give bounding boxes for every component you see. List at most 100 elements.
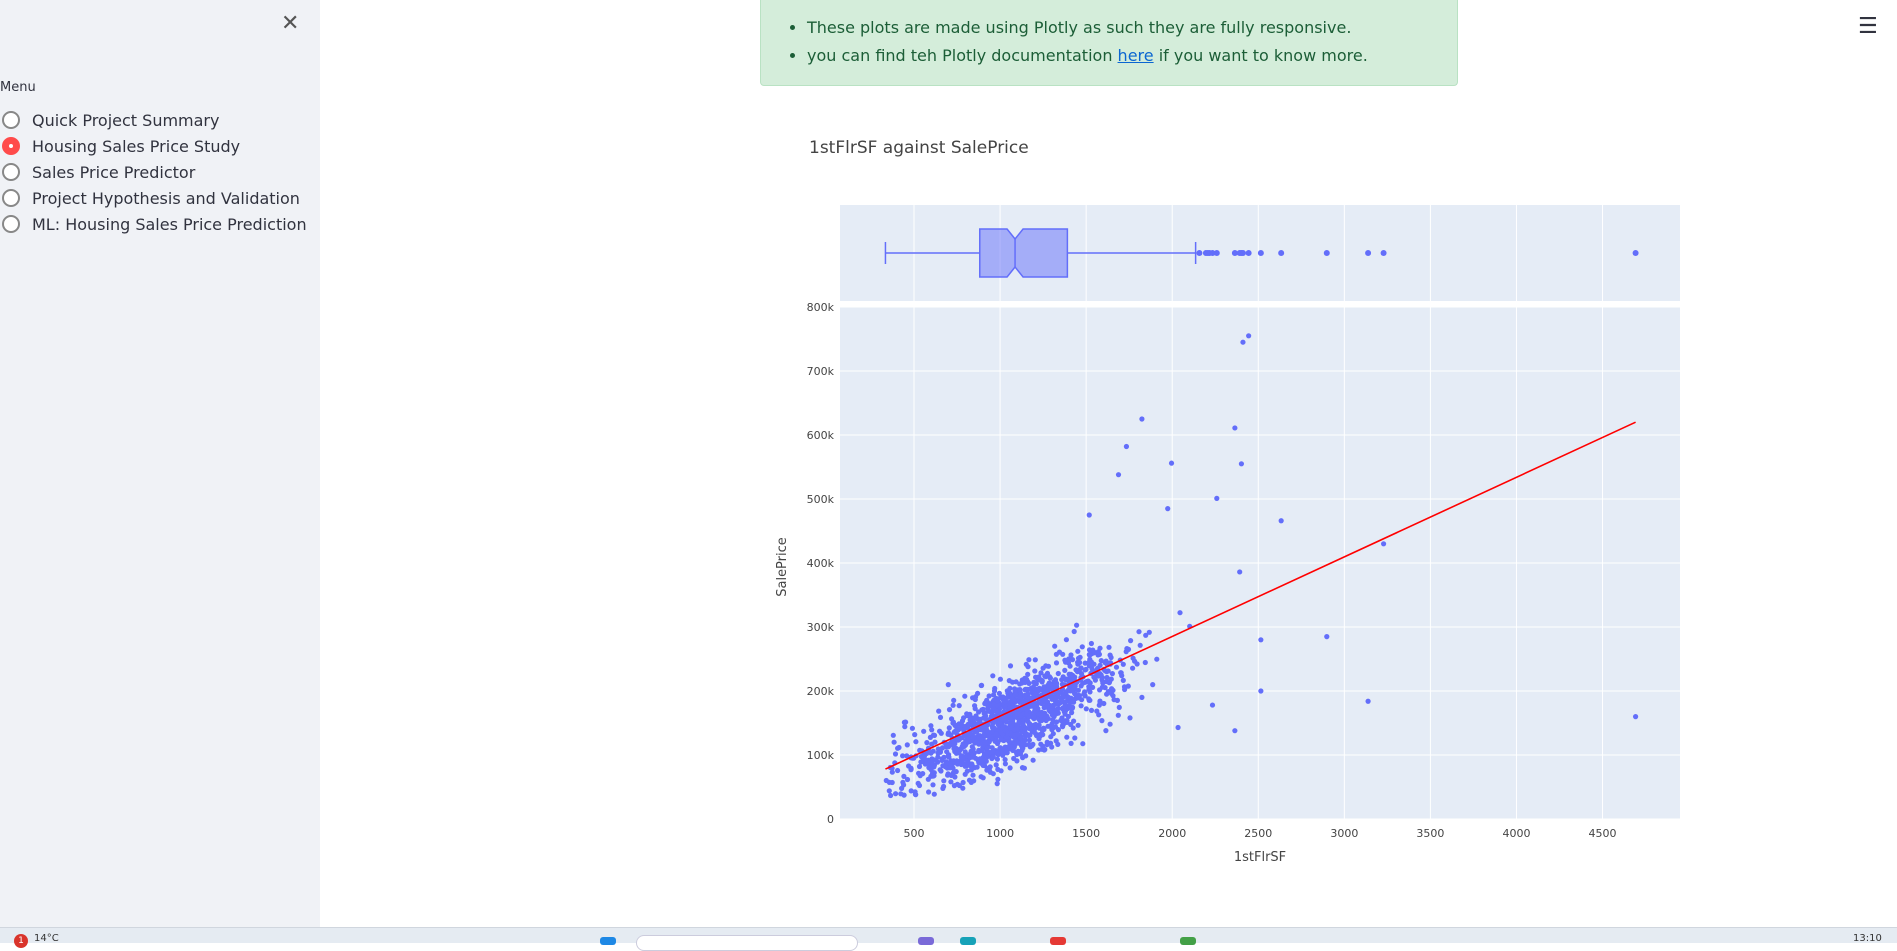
data-point	[1096, 712, 1102, 718]
weather-temperature: 14°C	[34, 933, 59, 944]
data-point	[1085, 678, 1091, 684]
data-point	[1096, 651, 1102, 657]
data-point	[1049, 708, 1055, 715]
data-point	[1070, 704, 1076, 710]
radio-button-icon[interactable]	[2, 111, 20, 129]
data-point	[915, 780, 921, 787]
data-point	[909, 725, 915, 731]
radio-button-icon[interactable]	[2, 215, 20, 233]
app-icon[interactable]	[1180, 937, 1196, 945]
data-point	[1007, 765, 1013, 771]
data-point	[983, 750, 989, 756]
data-point	[901, 773, 907, 780]
data-point	[916, 763, 923, 770]
box-outlier-point	[1231, 250, 1238, 256]
data-point	[990, 771, 996, 777]
data-point	[1068, 652, 1074, 658]
data-point	[959, 722, 965, 728]
data-point	[1139, 694, 1145, 700]
radio-button-selected-icon[interactable]	[2, 137, 20, 155]
data-point	[950, 770, 956, 776]
data-point	[886, 788, 892, 794]
data-point	[1097, 698, 1103, 704]
data-point	[993, 731, 999, 737]
trendline	[885, 421, 1636, 770]
data-point	[976, 734, 983, 741]
data-point	[1137, 642, 1143, 648]
data-point	[913, 739, 919, 745]
data-point	[941, 778, 947, 784]
data-point	[1008, 731, 1014, 737]
data-point	[1071, 628, 1077, 635]
data-point	[1053, 719, 1060, 725]
data-point	[1128, 638, 1134, 644]
data-point	[1065, 695, 1071, 701]
data-point	[986, 693, 992, 699]
data-point	[1086, 659, 1092, 665]
box-outlier-point	[1323, 250, 1330, 256]
close-sidebar-icon[interactable]: ✕	[281, 11, 300, 36]
scatter-chart[interactable]: 500 1000 1500 2000 2500 3000 3500 4000 4500 0 100k…	[760, 195, 1700, 885]
app-icon[interactable]	[1050, 937, 1066, 945]
data-point	[990, 754, 996, 760]
hamburger-menu-icon[interactable]: ☰	[1858, 14, 1878, 39]
data-point	[965, 759, 971, 765]
taskbar-search-input[interactable]	[636, 935, 858, 951]
data-point	[1060, 694, 1067, 700]
data-point	[1068, 721, 1074, 728]
data-point	[960, 756, 966, 762]
data-point	[982, 700, 988, 706]
radio-project-hypothesis[interactable]: Project Hypothesis and Validation	[0, 185, 307, 211]
data-point	[1081, 692, 1088, 698]
app-icon[interactable]	[960, 937, 976, 945]
data-point	[975, 690, 981, 696]
radio-housing-sales-price-study[interactable]: Housing Sales Price Study	[0, 133, 307, 159]
data-point	[916, 770, 922, 776]
data-point	[1038, 670, 1044, 676]
data-point	[1017, 751, 1024, 757]
radio-ml-prediction[interactable]: ML: Housing Sales Price Prediction	[0, 211, 307, 237]
info-line-1: These plots are made using Plotly as suc…	[807, 14, 1457, 42]
data-point	[1045, 663, 1052, 669]
data-point	[1139, 416, 1145, 422]
data-point	[1026, 722, 1033, 728]
data-point	[977, 756, 983, 762]
data-point	[1177, 610, 1183, 616]
data-point	[1150, 682, 1156, 688]
data-point	[994, 781, 1000, 787]
data-point	[1056, 649, 1063, 655]
data-point	[927, 734, 933, 741]
data-point	[1109, 671, 1115, 677]
app-icon[interactable]	[918, 937, 934, 945]
data-point	[1017, 735, 1023, 741]
data-point	[1022, 686, 1028, 692]
data-point	[941, 783, 947, 790]
data-point	[1055, 699, 1061, 705]
data-point	[1258, 637, 1264, 643]
y-tick-label: 400k	[807, 557, 835, 570]
radio-button-icon[interactable]	[2, 189, 20, 207]
data-point	[1042, 673, 1048, 679]
radio-sales-price-predictor[interactable]: Sales Price Predictor	[0, 159, 307, 185]
data-point	[1165, 506, 1171, 512]
data-point	[1105, 668, 1111, 674]
notification-badge[interactable]: 1	[14, 934, 28, 948]
windows-start-icon[interactable]	[600, 937, 616, 945]
data-point	[1062, 702, 1068, 708]
radio-quick-project-summary[interactable]: Quick Project Summary	[0, 107, 307, 133]
box-outlier-point	[1257, 250, 1264, 256]
data-point	[1026, 737, 1032, 743]
data-point	[900, 753, 906, 759]
data-point	[989, 745, 995, 751]
data-point	[1014, 711, 1020, 717]
y-tick-label: 700k	[807, 365, 835, 378]
data-point	[1054, 694, 1060, 700]
radio-button-icon[interactable]	[2, 163, 20, 181]
data-point	[1000, 751, 1006, 757]
plotly-docs-link[interactable]: here	[1117, 46, 1154, 65]
data-point	[1033, 723, 1039, 729]
data-point	[1069, 657, 1076, 663]
data-point	[1038, 712, 1044, 718]
data-point	[1023, 731, 1030, 737]
data-point	[1078, 703, 1084, 709]
